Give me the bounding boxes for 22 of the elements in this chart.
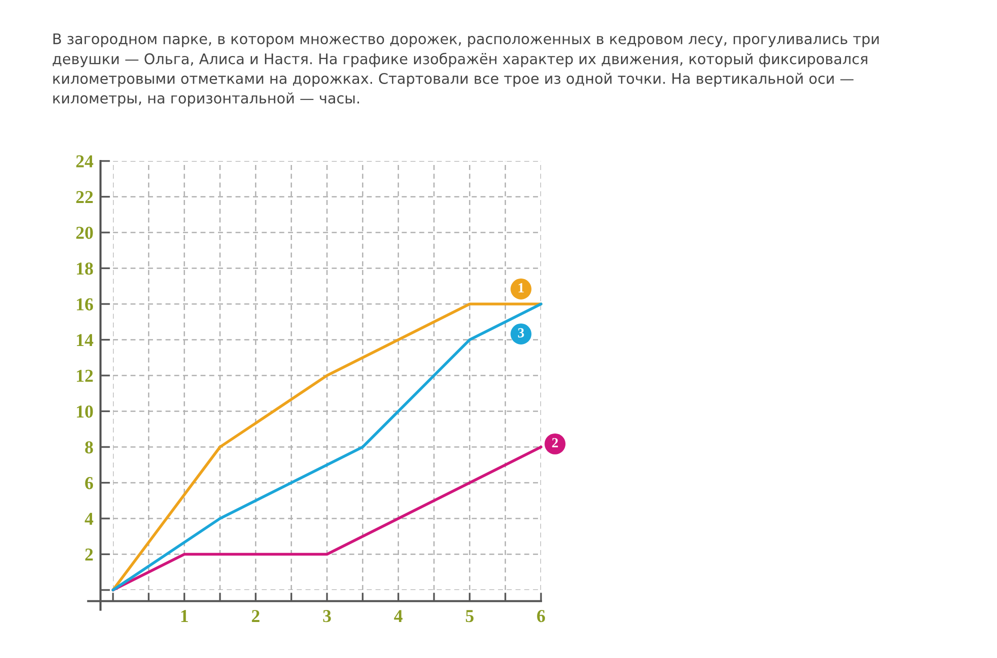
series-label: 1: [518, 283, 524, 292]
y-tick-label: 22: [76, 191, 93, 204]
series-label: 2: [552, 438, 558, 448]
x-tick-label: 6: [537, 610, 545, 622]
x-tick-label: 1: [181, 610, 188, 622]
y-tick-label: 14: [76, 334, 94, 346]
y-tick-label: 20: [76, 226, 93, 239]
y-tick-label: 24: [76, 155, 94, 168]
y-tick-label: 18: [76, 262, 93, 275]
x-tick-label: 5: [466, 610, 474, 622]
x-tick-label: 2: [252, 610, 260, 622]
y-tick-label: 12: [76, 370, 93, 382]
y-tick-label: 8: [85, 441, 93, 454]
y-tick-label: 10: [76, 406, 93, 418]
series-label: 3: [518, 328, 524, 338]
y-tick-label: 4: [84, 512, 94, 525]
x-tick-label: 3: [323, 610, 331, 622]
y-tick-label: 16: [76, 298, 94, 310]
y-tick-label: 6: [85, 477, 94, 490]
chart-title: В загородном парке, в котором множество дорожек, расположенных в кедровом лесу, прогуливались три девушки — Ольга, Алиса и Настя. На графике изображён характер их движения, который фиксировался километровыми отметками на дорожках. Стартовали все трое из одной точки. На вертикальной оси — километры, на горизонтальной — часы.: [52, 33, 879, 106]
y-tick-label: 2: [85, 548, 93, 561]
x-tick-label: 4: [394, 610, 403, 622]
